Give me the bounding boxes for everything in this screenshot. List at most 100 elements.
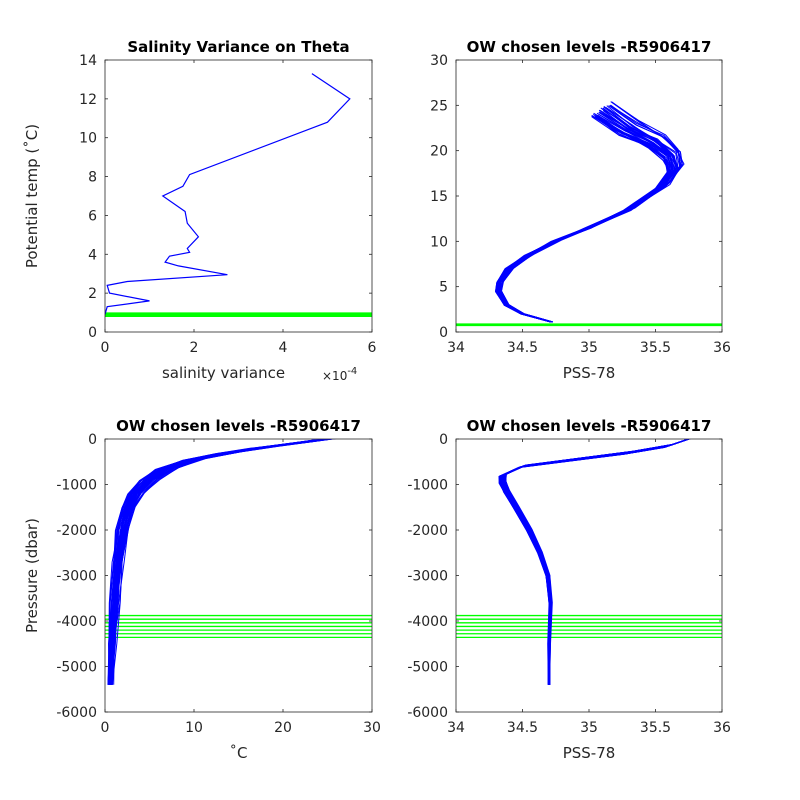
x-tick-label: 30 [363,720,381,736]
plot-area [105,439,372,685]
plot-area [456,439,722,685]
x-tick-label: 4 [279,340,288,356]
profile-line [498,440,684,685]
profile-line [503,439,691,685]
profile-line [110,439,320,685]
profile-line [500,439,687,685]
y-tick-label: -6000 [56,705,97,721]
profile-line [109,439,330,685]
axes-box [104,59,373,333]
profile-line [110,439,329,685]
y-tick-label: 20 [430,144,448,160]
y-tick-label: -1000 [56,478,97,494]
profile-line [111,439,330,685]
y-tick-label: 0 [439,325,448,341]
chart-title: Salinity Variance on Theta [127,38,349,56]
profile-line [499,439,688,685]
profile-line [495,114,668,323]
profile-line [495,115,670,323]
y-tick-label: -4000 [407,614,448,630]
profile-line [499,439,686,685]
profile-line [502,439,690,685]
profile-line [497,107,678,323]
x-exponent: ×10-4 [322,366,357,383]
x-tick-label: 35 [580,720,598,736]
x-tick-label: 35.5 [640,720,671,736]
profile-line [499,439,687,685]
y-tick-label: -2000 [407,523,448,539]
profile-line [502,439,690,685]
profile-line [108,439,322,685]
plot-2: 34 34.5 35 35.5 36 0 5 10 15 20 25 30 OW chosen leve… [430,38,731,382]
profile-line [502,439,691,685]
x-tick-label: 6 [368,340,377,356]
y-tick-label: 25 [430,98,448,114]
y-tick-label: 4 [88,247,97,263]
profile-line [110,439,337,685]
x-tick-label: 36 [713,340,731,356]
y-tick-label: -5000 [407,660,448,676]
profile-line [500,439,687,685]
profile-line [494,116,669,323]
x-tick-label: 0 [101,720,110,736]
profile-line [498,439,685,685]
profile-line [108,439,319,685]
profile-line [107,439,316,685]
profile-line [504,439,691,685]
profile-line [107,439,314,685]
y-tick-label: -1000 [407,478,448,494]
profile-line [504,439,691,685]
x-tick-label: 34 [447,720,465,736]
x-axis-label: ˚C [230,744,248,762]
y-tick-label: 2 [88,286,97,302]
profile-line [110,439,332,685]
profile-line [108,439,324,685]
y-tick-label: 15 [430,189,448,205]
profile-line [504,439,690,685]
profile-line [110,439,329,685]
profile-line [503,439,690,685]
x-tick-label: 34 [447,340,465,356]
x-tick-label: 35 [580,340,598,356]
y-tick-label: -4000 [56,614,97,630]
profile-line [109,439,323,685]
profile-line [498,440,684,685]
profile-line [108,439,320,685]
profile-line [502,439,691,685]
profile-line [111,439,336,685]
profile-line [502,439,690,685]
y-tick-label: 14 [79,53,97,69]
profile-line [109,439,329,685]
y-tick-label: 10 [79,131,97,147]
profile-line [504,439,691,685]
plot-4: 34 34.5 35 35.5 36 -6000 -5000 -4000 -3000 -2000 -… [407,417,731,762]
variance-line [105,73,351,315]
profile-line [107,439,313,685]
profile-line [499,439,686,685]
x-axis-label: PSS-78 [563,364,616,382]
profile-line [108,439,315,685]
x-tick-label: 36 [713,720,731,736]
profile-line [108,439,326,685]
profile-line [107,439,315,685]
x-tick-label: 34.5 [507,340,538,356]
profile-line [110,439,326,685]
plot-1: 0 2 4 6 0 2 4 6 8 10 12 14 Salinity Variance on Thet… [23,38,377,383]
profile-line [503,439,691,685]
plot-3: 0 10 20 30 -6000 -5000 -4000 -3000 -2000 -1000 0 OW… [23,417,381,762]
profile-line [107,439,321,685]
profile-line [111,439,334,685]
profile-line [499,439,686,685]
x-tick-label: 35.5 [640,340,671,356]
profile-line [500,101,684,323]
profile-line [495,115,671,323]
profile-line [499,439,686,685]
profile-line [501,439,688,685]
profile-line [496,115,672,323]
y-tick-label: -3000 [407,569,448,585]
profile-line [110,439,334,685]
profile-line [504,439,691,685]
profile-line [502,439,690,685]
y-tick-label: -3000 [56,569,97,585]
